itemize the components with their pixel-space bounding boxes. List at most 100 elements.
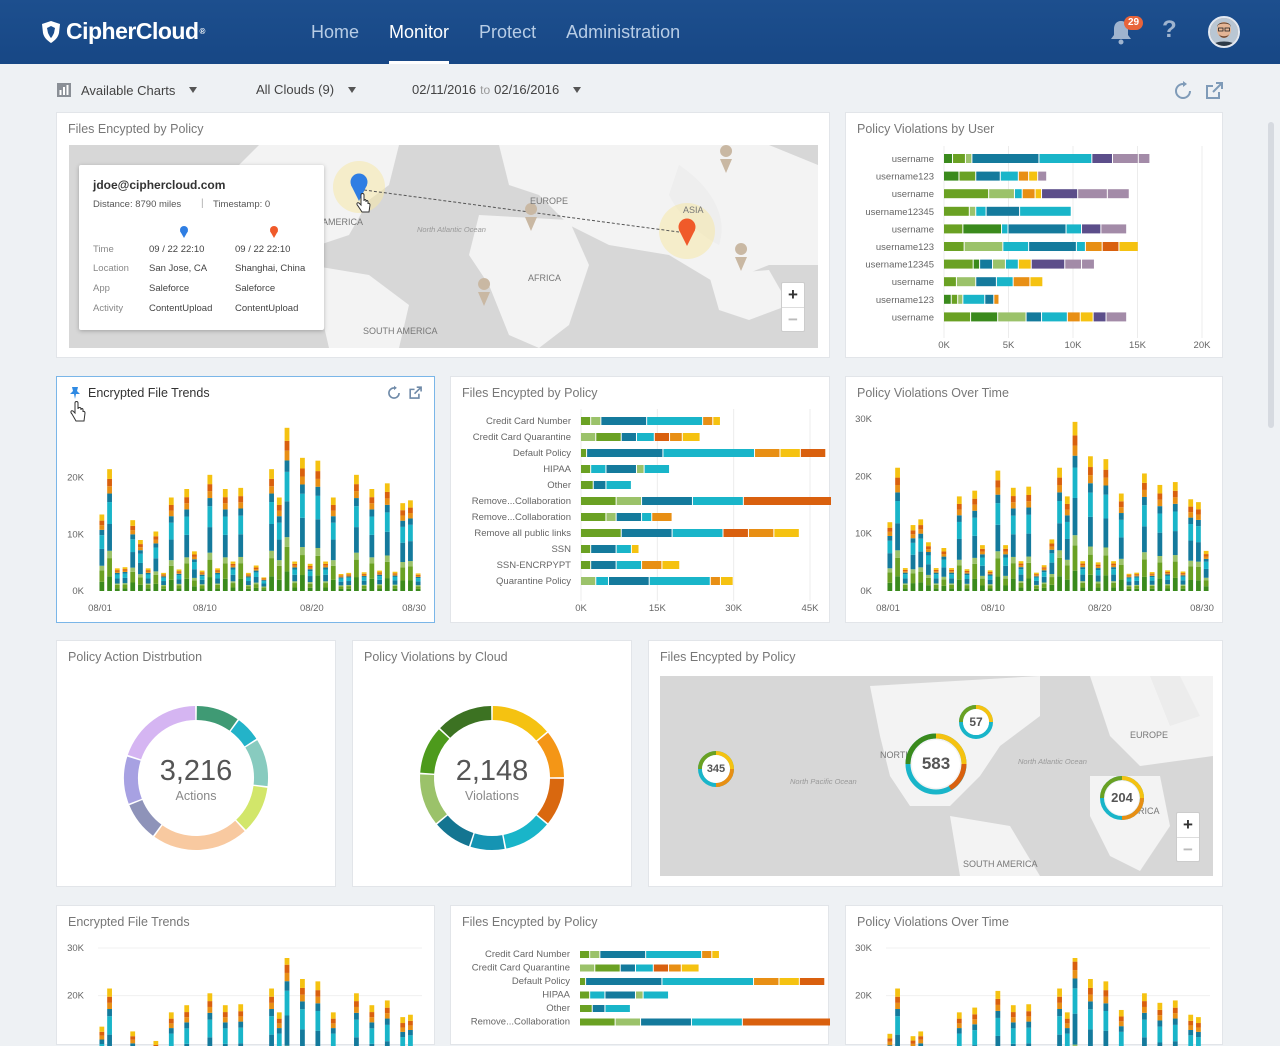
- bar-segment[interactable]: [965, 579, 970, 584]
- bar-segment[interactable]: [177, 575, 182, 579]
- bar-segment[interactable]: [903, 574, 908, 578]
- bar-segment[interactable]: [887, 1038, 892, 1041]
- bar-segment[interactable]: [903, 583, 908, 584]
- bar-segment[interactable]: [918, 539, 923, 552]
- bar-segment[interactable]: [903, 585, 908, 588]
- bar-segment[interactable]: [988, 570, 993, 572]
- bar-segment[interactable]: [231, 581, 236, 583]
- bar-segment[interactable]: [416, 575, 421, 576]
- bar-segment[interactable]: [223, 497, 228, 503]
- bar-segment[interactable]: [1057, 1009, 1062, 1016]
- bar-segment[interactable]: [362, 575, 367, 576]
- bar-segment[interactable]: [177, 584, 182, 585]
- bar-segment[interactable]: [1173, 555, 1178, 562]
- bar-segment[interactable]: [269, 494, 274, 503]
- user-avatar[interactable]: [1208, 16, 1240, 48]
- bar-segment[interactable]: [99, 566, 104, 571]
- bar-segment[interactable]: [590, 992, 604, 999]
- bar-segment[interactable]: [1080, 581, 1085, 583]
- bar-segment[interactable]: [1142, 1001, 1147, 1007]
- bar-segment[interactable]: [269, 558, 274, 576]
- bar-segment[interactable]: [1003, 558, 1008, 566]
- bar-segment[interactable]: [949, 588, 954, 591]
- bar-segment[interactable]: [192, 555, 197, 557]
- bar-segment[interactable]: [1080, 567, 1085, 569]
- bar-segment[interactable]: [654, 965, 668, 972]
- bar-segment[interactable]: [1073, 979, 1078, 989]
- bar-segment[interactable]: [130, 1036, 135, 1040]
- bar-segment[interactable]: [99, 525, 104, 530]
- bar-segment[interactable]: [1088, 517, 1093, 547]
- bar-segment[interactable]: [988, 584, 993, 585]
- bar-segment[interactable]: [1080, 575, 1085, 582]
- bar-segment[interactable]: [1019, 587, 1024, 591]
- bar-segment[interactable]: [400, 543, 405, 562]
- bar-segment[interactable]: [957, 1028, 962, 1034]
- bar-segment[interactable]: [393, 572, 398, 574]
- bar-segment[interactable]: [1080, 587, 1085, 591]
- bar-segment[interactable]: [1057, 1035, 1062, 1046]
- bar-segment[interactable]: [261, 578, 266, 579]
- bar-segment[interactable]: [146, 568, 151, 570]
- bar-segment[interactable]: [944, 312, 970, 321]
- bar-segment[interactable]: [934, 568, 939, 570]
- bar-segment[interactable]: [988, 576, 993, 580]
- bar-segment[interactable]: [1119, 513, 1124, 520]
- bar-segment[interactable]: [138, 585, 143, 591]
- bar-segment[interactable]: [1003, 552, 1008, 555]
- bar-segment[interactable]: [231, 567, 236, 569]
- bar-segment[interactable]: [130, 520, 135, 526]
- bar-segment[interactable]: [362, 585, 367, 586]
- bar-segment[interactable]: [1065, 1034, 1070, 1046]
- bar-segment[interactable]: [944, 242, 964, 251]
- bar-segment[interactable]: [400, 503, 405, 510]
- bar-segment[interactable]: [285, 460, 290, 471]
- bar-segment[interactable]: [277, 523, 282, 540]
- bar-segment[interactable]: [1188, 1015, 1193, 1021]
- ciphercloud-logo[interactable]: CipherCloud®: [40, 18, 205, 45]
- bar-segment[interactable]: [1181, 574, 1186, 575]
- bar-segment[interactable]: [107, 1009, 112, 1016]
- bar-segment[interactable]: [277, 498, 282, 505]
- bar-segment[interactable]: [1026, 578, 1031, 591]
- bar-segment[interactable]: [315, 548, 320, 556]
- bar-segment[interactable]: [285, 991, 290, 1016]
- bar-segment[interactable]: [354, 993, 359, 1001]
- bar-segment[interactable]: [138, 563, 143, 574]
- bar-segment[interactable]: [261, 580, 266, 581]
- bar-segment[interactable]: [911, 543, 916, 555]
- bar-segment[interactable]: [581, 577, 595, 585]
- bar-segment[interactable]: [146, 579, 151, 584]
- bar-segment[interactable]: [115, 568, 120, 570]
- bar-segment[interactable]: [1204, 586, 1209, 591]
- bar-segment[interactable]: [581, 481, 593, 489]
- bar-segment[interactable]: [622, 529, 672, 537]
- bar-segment[interactable]: [957, 496, 962, 504]
- bar-segment[interactable]: [393, 580, 398, 584]
- bar-segment[interactable]: [957, 1034, 962, 1046]
- bar-segment[interactable]: [1057, 997, 1062, 1003]
- bar-segment[interactable]: [1119, 537, 1124, 558]
- bar-segment[interactable]: [1103, 575, 1108, 591]
- bar-segment[interactable]: [1023, 189, 1035, 198]
- bar-segment[interactable]: [941, 560, 946, 568]
- bar-segment[interactable]: [636, 992, 643, 999]
- bar-segment[interactable]: [292, 587, 297, 591]
- bar-segment[interactable]: [958, 295, 962, 304]
- bar-segment[interactable]: [1150, 572, 1155, 574]
- bar-segment[interactable]: [354, 475, 359, 484]
- bar-segment[interactable]: [416, 577, 421, 578]
- bar-segment[interactable]: [277, 540, 282, 561]
- bar-segment[interactable]: [138, 547, 143, 550]
- bar-segment[interactable]: [600, 951, 645, 958]
- bar-segment[interactable]: [123, 585, 128, 589]
- bar-segment[interactable]: [138, 540, 143, 544]
- bar-segment[interactable]: [693, 497, 743, 505]
- bar-segment[interactable]: [1157, 562, 1162, 578]
- bar-segment[interactable]: [957, 277, 975, 286]
- bar-segment[interactable]: [1188, 1025, 1193, 1030]
- bar-segment[interactable]: [1150, 574, 1155, 575]
- bar-segment[interactable]: [323, 562, 328, 564]
- bar-segment[interactable]: [1096, 562, 1101, 564]
- bar-segment[interactable]: [1107, 312, 1127, 321]
